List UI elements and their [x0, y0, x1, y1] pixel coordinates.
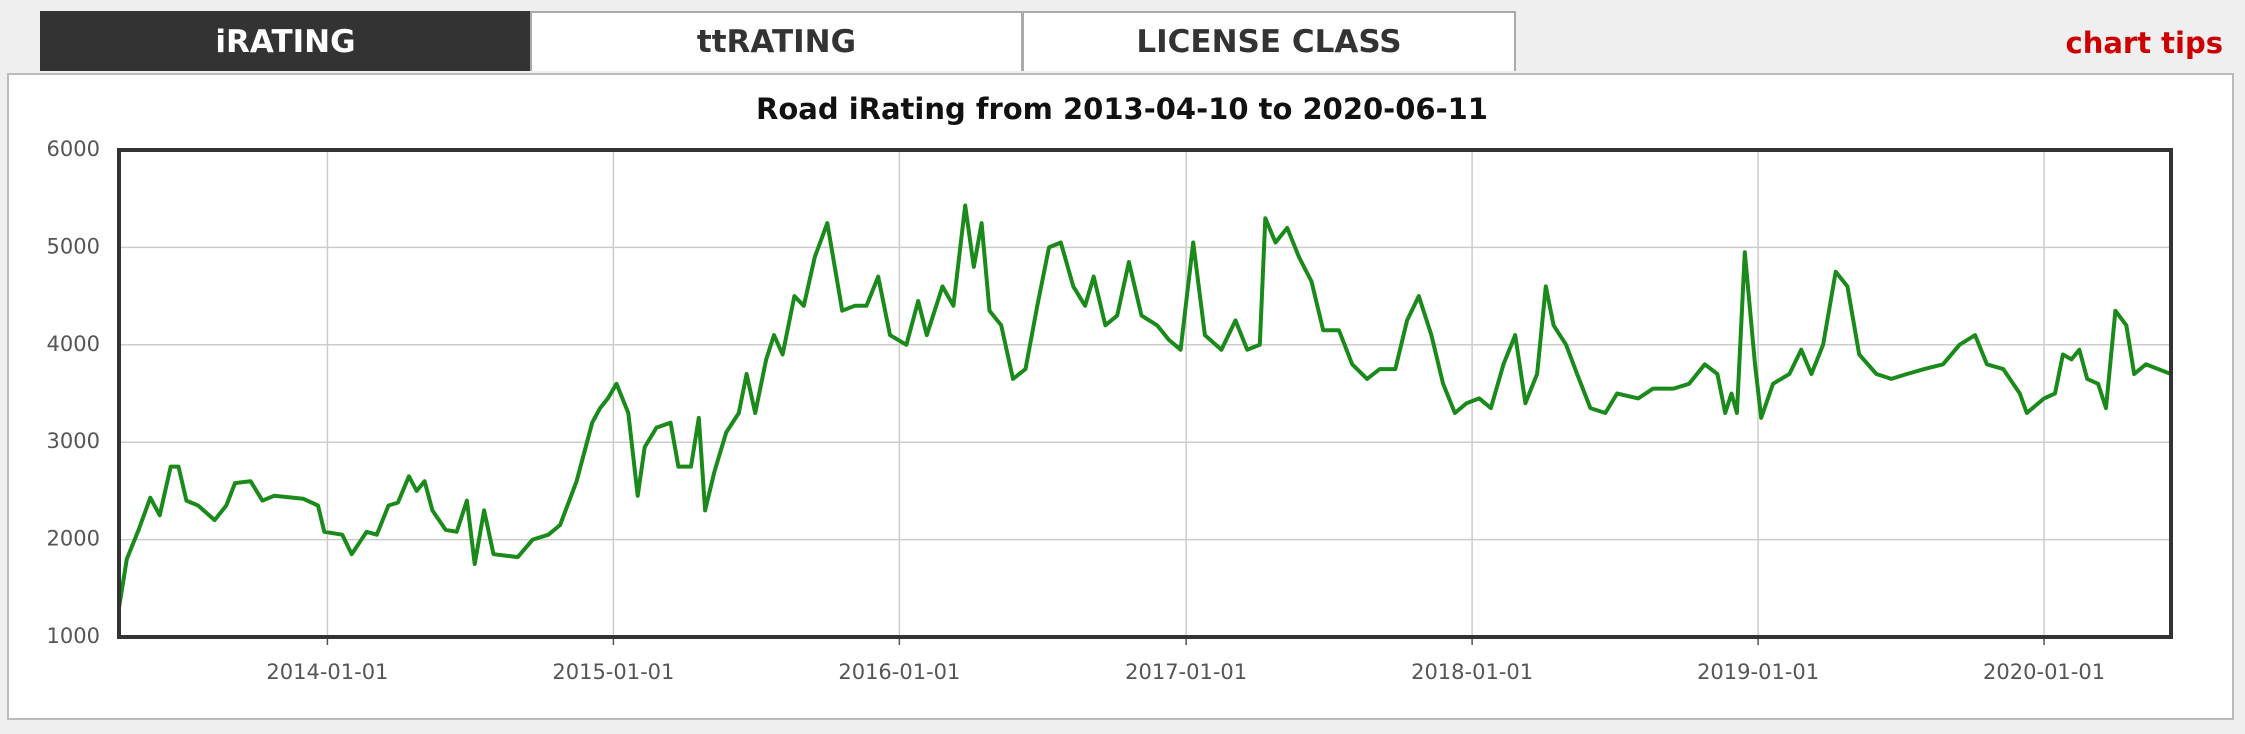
tab[interactable]: ttRATING: [530, 11, 1023, 71]
x-tick-label: 2015-01-01: [552, 660, 674, 684]
y-tick-label: 5000: [47, 234, 100, 258]
chart-title: Road iRating from 2013-04-10 to 2020-06-…: [756, 92, 1488, 126]
chart-panel: [7, 73, 2234, 720]
x-tick-label: 2016-01-01: [838, 660, 960, 684]
y-tick-label: 3000: [47, 429, 100, 453]
y-tick-label: 4000: [47, 332, 100, 356]
tab[interactable]: iRATING: [40, 11, 531, 71]
chart-tips-link[interactable]: chart tips: [2065, 26, 2224, 60]
y-tick-label: 6000: [47, 137, 100, 161]
x-tick-label: 2018-01-01: [1411, 660, 1533, 684]
irating-line: [117, 203, 2172, 609]
tab[interactable]: LICENSE CLASS: [1022, 11, 1516, 71]
x-tick-label: 2020-01-01: [1983, 660, 2105, 684]
plot-border: [117, 148, 2173, 639]
x-tick-label: 2017-01-01: [1125, 660, 1247, 684]
y-tick-label: 1000: [47, 624, 100, 648]
x-tick-label: 2019-01-01: [1697, 660, 1819, 684]
x-tick-label: 2014-01-01: [266, 660, 388, 684]
y-tick-label: 2000: [47, 527, 100, 551]
